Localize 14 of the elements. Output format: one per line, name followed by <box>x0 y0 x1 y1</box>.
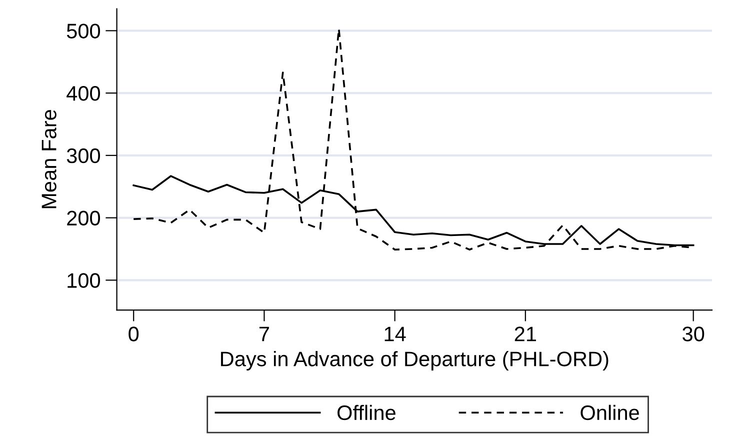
y-tick-label: 300 <box>66 148 100 164</box>
y-tick-label: 100 <box>68 273 100 288</box>
y-tick-label: 200 <box>67 210 100 226</box>
x-tick-label: 14 <box>384 326 406 342</box>
x-tick-label: 30 <box>682 326 704 342</box>
legend-label: Offline <box>338 404 396 420</box>
y-axis-title: Mean Fare <box>42 110 56 208</box>
x-tick-label: 7 <box>259 326 269 342</box>
x-axis-title: Days in Advance of Departure (PHL-ORD) <box>221 351 608 370</box>
y-tick-label: 400 <box>66 86 100 101</box>
x-tick-label: 21 <box>514 326 536 342</box>
y-tick-label: 500 <box>66 24 100 38</box>
legend-label: Online <box>580 404 639 420</box>
x-tick-label: 0 <box>128 326 139 342</box>
